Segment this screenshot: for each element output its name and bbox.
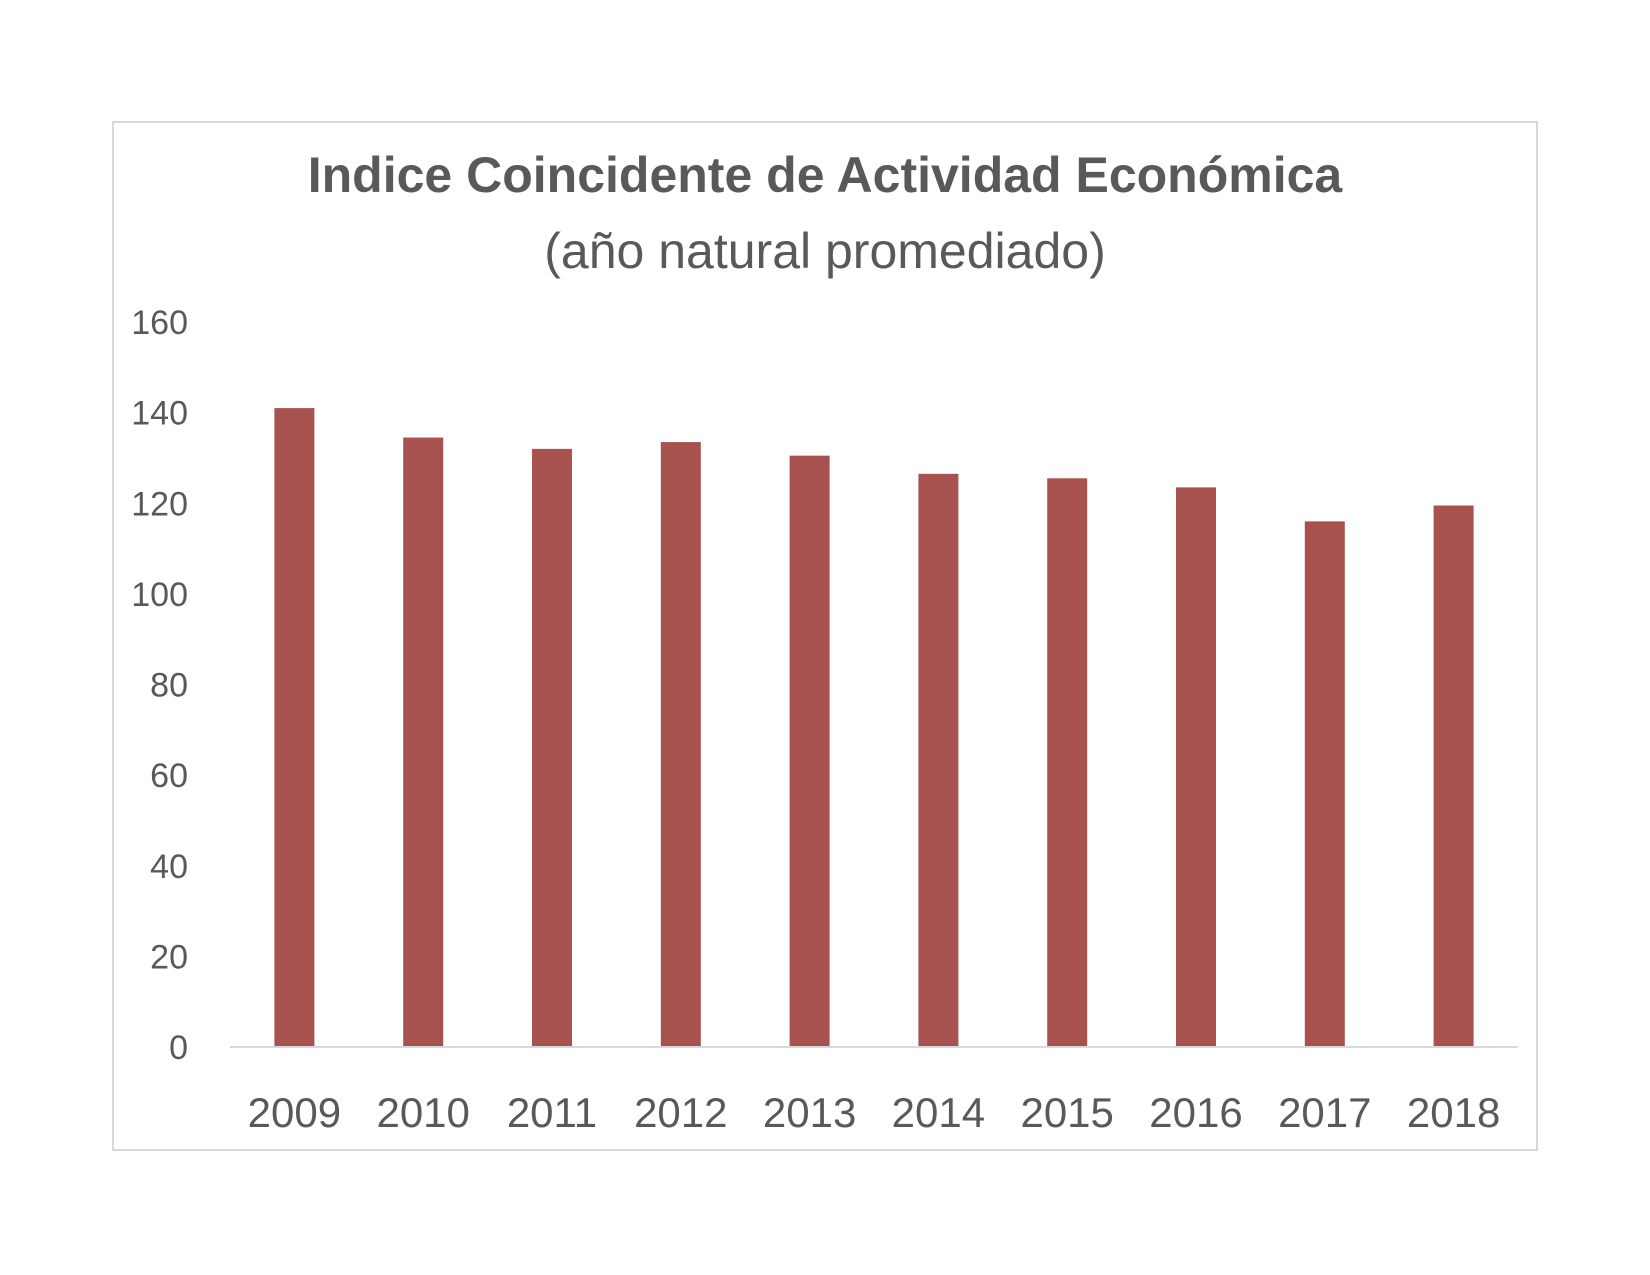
- y-tick-label: 160: [131, 304, 188, 342]
- bars: [274, 408, 1474, 1047]
- bar-2010: [403, 437, 444, 1047]
- x-tick-label: 2015: [1020, 1089, 1113, 1136]
- x-tick-label: 2010: [376, 1089, 469, 1136]
- y-axis-ticks: 0 20 40 60 80 100 120 140 160: [131, 304, 188, 1067]
- bar-2009: [274, 408, 315, 1047]
- x-tick-label: 2018: [1407, 1089, 1500, 1136]
- bar-2012: [660, 442, 701, 1047]
- y-tick-label: 100: [131, 576, 188, 614]
- y-tick-label: 20: [150, 938, 188, 976]
- x-tick-label: 2017: [1278, 1089, 1371, 1136]
- bar-2018: [1433, 505, 1474, 1047]
- bar-2016: [1176, 487, 1216, 1047]
- x-axis-ticks: 2009 2010 2011 2012 2013 2014 2015 2016 2017 2018: [248, 1089, 1501, 1136]
- x-tick-label: 2012: [634, 1089, 727, 1136]
- x-tick-label: 2014: [892, 1089, 985, 1136]
- y-tick-label: 80: [150, 667, 188, 705]
- y-tick-label: 140: [131, 395, 188, 433]
- y-tick-label: 0: [169, 1029, 188, 1067]
- bar-2013: [789, 455, 830, 1047]
- x-tick-label: 2011: [507, 1089, 597, 1136]
- chart-subtitle: (año natural promediado): [544, 223, 1105, 279]
- x-tick-label: 2016: [1149, 1089, 1242, 1136]
- x-tick-label: 2009: [248, 1089, 341, 1136]
- x-tick-label: 2013: [763, 1089, 856, 1136]
- bar-2014: [918, 473, 959, 1047]
- bar-2017: [1304, 521, 1345, 1047]
- y-tick-label: 120: [131, 485, 188, 523]
- chart-title: Indice Coincidente de Actividad Económic…: [308, 147, 1344, 203]
- y-tick-label: 60: [150, 757, 188, 795]
- y-tick-label: 40: [150, 848, 188, 886]
- bar-2015: [1047, 478, 1088, 1047]
- bar-2011: [532, 448, 572, 1047]
